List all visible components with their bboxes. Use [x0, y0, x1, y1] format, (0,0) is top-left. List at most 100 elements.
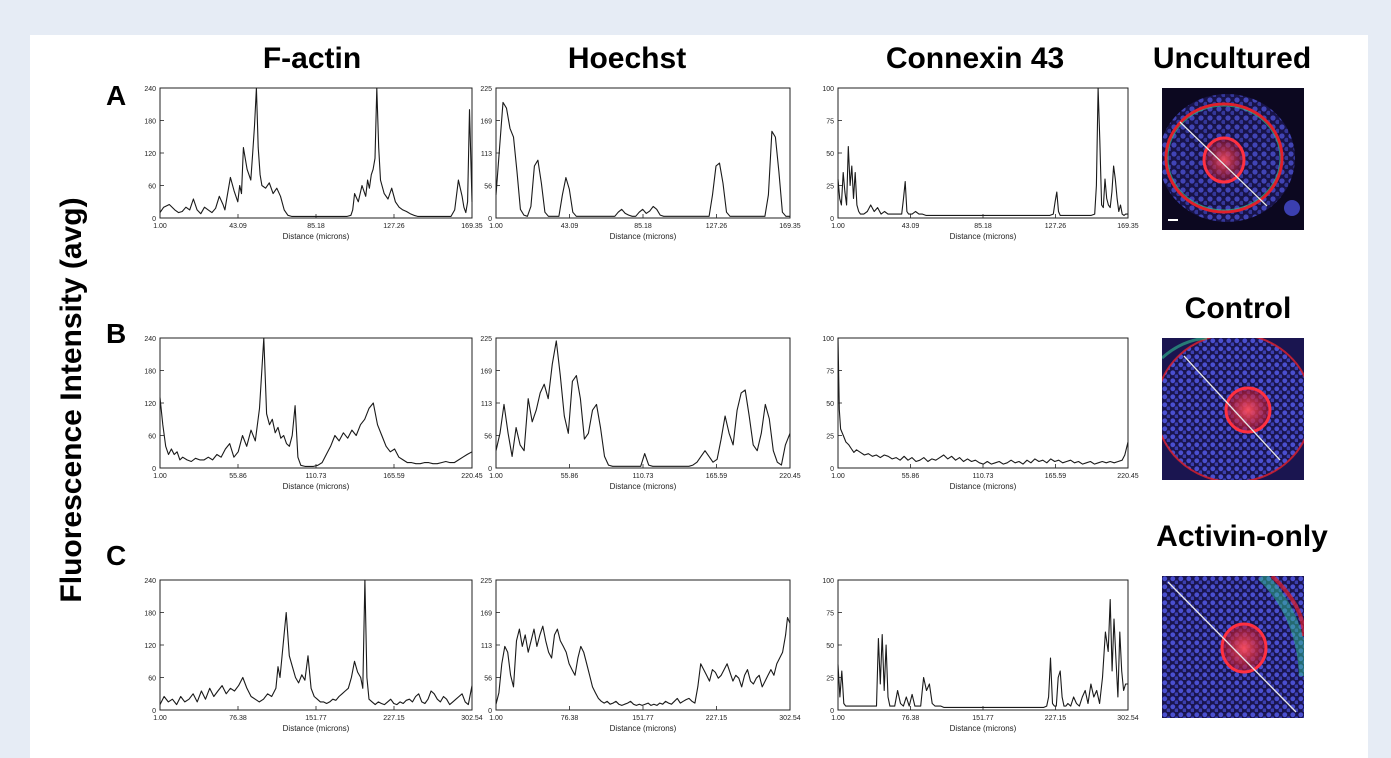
column-title-factin: F-actin: [262, 42, 362, 75]
chart-b-connexin-43-xtick-0: 1.00: [831, 473, 845, 480]
chart-b-hoechst-xtick-1: 55.86: [561, 473, 579, 480]
chart-b-hoechst-xtick-3: 165.59: [706, 473, 728, 480]
chart-c-connexin-43-ytick-1: 25: [826, 676, 834, 683]
chart-a-f-actin-series-line-0: [159, 87, 473, 217]
chart-a-connexin-43-xtick-1: 43.09: [902, 223, 920, 230]
chart-a-hoechst-ytick-1: 56: [484, 184, 492, 191]
chart-a-connexin-43-series-line-0: [837, 87, 1128, 216]
chart-a-connexin-43-ytick-0: 0: [830, 216, 834, 223]
chart-b-connexin-43-ytick-3: 75: [826, 369, 834, 376]
chart-c-connexin-43-xlabel: Distance (microns): [950, 724, 1017, 733]
chart-c-hoechst-xlabel: Distance (microns): [610, 724, 677, 733]
chart-a-hoechst-ytick-2: 113: [481, 151, 492, 158]
row-letter-a: A: [106, 80, 127, 111]
chart-a-hoechst-ytick-3: 169: [480, 119, 492, 126]
chart-b-connexin-43-xtick-4: 220.45: [1117, 473, 1139, 480]
chart-c-hoechst-xtick-3: 227.15: [706, 715, 728, 722]
chart-a-connexin-43-xtick-4: 169.35: [1117, 223, 1139, 230]
chart-a-hoechst-series-line-0: [495, 101, 790, 217]
condition-title-control: Control: [1184, 292, 1292, 325]
chart-b-connexin-43-ytick-0: 0: [830, 466, 834, 473]
chart-b-f-actin-xlabel: Distance (microns): [283, 482, 350, 491]
chart-a-f-actin-ytick-0: 0: [152, 216, 156, 223]
chart-b-hoechst-xtick-0: 1.00: [489, 473, 503, 480]
chart-b-connexin-43: 0 25 50 75 100 1.00 55.86 110.73 165.59 220.45 Dis…: [822, 336, 1138, 491]
chart-c-hoechst-ytick-4: 225: [480, 578, 492, 585]
chart-a-hoechst-xlabel: Distance (microns): [610, 232, 677, 241]
chart-b-hoechst-xtick-4: 220.45: [779, 473, 801, 480]
chart-b-connexin-43-xtick-2: 110.73: [973, 473, 994, 480]
chart-c-connexin-43: 0 25 50 75 100 1.00 76.38 151.77 227.15 302.54 Dis…: [822, 578, 1138, 733]
chart-b-hoechst-ytick-3: 169: [480, 369, 492, 376]
chart-c-f-actin-frame: [159, 579, 473, 711]
chart-b-connexin-43-ytick-1: 25: [826, 434, 834, 441]
chart-a-hoechst-xtick-1: 43.09: [561, 223, 579, 230]
chart-c-connexin-43-xtick-4: 302.54: [1117, 715, 1139, 722]
chart-c-connexin-43-ytick-3: 75: [826, 611, 834, 618]
chart-c-f-actin-series-line-0: [159, 579, 473, 706]
chart-a-connexin-43-xtick-2: 85.18: [974, 223, 992, 230]
chart-a-connexin-43-ytick-2: 50: [826, 151, 834, 158]
chart-a-connexin-43-xtick-3: 127.26: [1045, 223, 1067, 230]
micrograph-uncultured-image: [1162, 88, 1304, 230]
condition-title-uncultured: Uncultured: [1152, 42, 1312, 75]
chart-b-hoechst-ytick-4: 225: [480, 336, 492, 343]
chart-c-f-actin-xtick-4: 302.54: [461, 715, 483, 722]
micrograph-uncultured: [1162, 88, 1304, 230]
chart-b-f-actin-ytick-0: 0: [152, 466, 156, 473]
chart-a-connexin-43-xlabel: Distance (microns): [950, 232, 1017, 241]
chart-a-f-actin-frame: [159, 87, 473, 219]
chart-a-f-actin-xtick-3: 127.26: [383, 223, 405, 230]
chart-a-connexin-43: 0 25 50 75 100 1.00 43.09 85.18 127.26 169.35 Dist…: [822, 86, 1138, 241]
chart-b-f-actin-ytick-3: 180: [144, 369, 156, 376]
chart-b-f-actin-ytick-2: 120: [144, 401, 156, 408]
chart-c-connexin-43-xtick-1: 76.38: [902, 715, 920, 722]
chart-b-connexin-43-xlabel: Distance (microns): [950, 482, 1017, 491]
chart-c-f-actin-ytick-3: 180: [144, 611, 156, 618]
chart-b-connexin-43-frame: [837, 337, 1129, 469]
chart-a-connexin-43-ytick-1: 25: [826, 184, 834, 191]
chart-b-f-actin-ytick-4: 240: [144, 336, 156, 343]
chart-c-hoechst-ytick-3: 169: [480, 611, 492, 618]
chart-a-f-actin-ytick-3: 180: [144, 119, 156, 126]
chart-b-f-actin-series-line-0: [159, 337, 473, 467]
chart-a-f-actin-xtick-4: 169.35: [461, 223, 483, 230]
chart-b-hoechst: 0 56 113 169 225 1.00 55.86 110.73 165.59 220.45 D…: [480, 336, 800, 491]
chart-b-connexin-43-ytick-4: 100: [822, 336, 834, 343]
y-axis-title: Fluorescence Intensity (avg): [55, 197, 88, 603]
chart-a-f-actin-ytick-2: 120: [144, 151, 156, 158]
chart-b-f-actin-xtick-2: 110.73: [306, 473, 327, 480]
chart-c-f-actin-ytick-2: 120: [144, 643, 156, 650]
chart-c-f-actin-xtick-2: 151.77: [305, 715, 327, 722]
row-letter-c: C: [106, 540, 127, 571]
micrograph-control: [1162, 338, 1304, 480]
chart-a-hoechst-ytick-4: 225: [480, 86, 492, 93]
chart-c-connexin-43-xtick-0: 1.00: [831, 715, 845, 722]
chart-b-hoechst-ytick-0: 0: [488, 466, 492, 473]
chart-a-hoechst: 0 56 113 169 225 1.00 43.09 85.18 127.26 169.35 Di…: [480, 86, 800, 241]
chart-c-hoechst-frame: [495, 579, 791, 711]
chart-a-hoechst-xtick-0: 1.00: [489, 223, 503, 230]
chart-b-f-actin-xtick-3: 165.59: [383, 473, 405, 480]
chart-c-connexin-43-series-line-0: [837, 598, 1128, 708]
chart-a-f-actin-xtick-2: 85.18: [307, 223, 325, 230]
chart-b-hoechst-series-line-0: [495, 340, 791, 467]
column-title-connexin43: Connexin 43: [885, 42, 1065, 75]
chart-c-hoechst-xtick-1: 76.38: [561, 715, 579, 722]
chart-b-connexin-43-series-line-0: [837, 337, 1129, 465]
chart-a-hoechst-xtick-4: 169.35: [779, 223, 801, 230]
row-letter-b: B: [106, 318, 127, 349]
chart-a-connexin-43-ytick-3: 75: [826, 119, 834, 126]
chart-c-hoechst-xtick-2: 151.77: [632, 715, 654, 722]
chart-c-connexin-43-ytick-2: 50: [826, 643, 834, 650]
chart-b-hoechst-frame: [495, 337, 791, 469]
chart-b-f-actin-frame: [159, 337, 473, 469]
chart-a-f-actin-xtick-0: 1.00: [153, 223, 167, 230]
chart-b-hoechst-ytick-2: 113: [481, 401, 492, 408]
chart-a-f-actin: 0 60 120 180 240 1.00 43.09 85.18 127.26 169.35 Di…: [144, 86, 482, 241]
chart-a-f-actin-ytick-4: 240: [144, 86, 156, 93]
chart-b-f-actin-xtick-0: 1.00: [153, 473, 167, 480]
chart-c-hoechst-ytick-2: 113: [481, 643, 492, 650]
chart-a-hoechst-frame: [495, 87, 791, 219]
chart-c-hoechst-ytick-1: 56: [484, 676, 492, 683]
